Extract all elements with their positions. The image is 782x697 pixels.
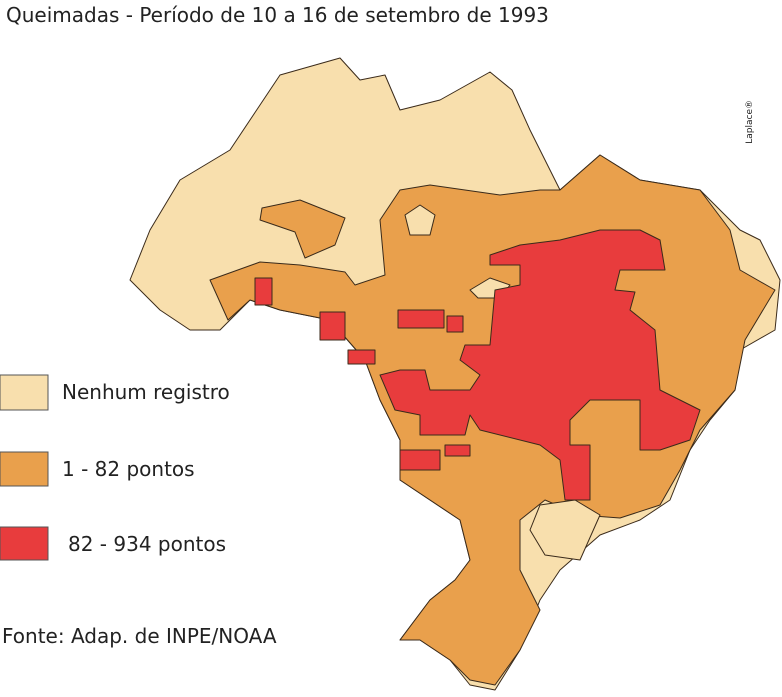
legend-label: Nenhum registro — [62, 380, 230, 404]
map-region-high — [397, 309, 445, 329]
credit: Laplace® — [745, 100, 755, 144]
map — [129, 57, 781, 691]
map-region-high — [399, 449, 441, 471]
legend-swatch — [0, 374, 49, 411]
legend-label: 82 - 934 pontos — [68, 532, 226, 556]
legend: Nenhum registro 1 - 82 pontos 82 - 934 p… — [0, 374, 230, 561]
map-region-high — [347, 349, 376, 365]
legend-label: 1 - 82 pontos — [62, 457, 195, 481]
map-region-high — [319, 311, 346, 341]
map-region-low — [259, 199, 346, 259]
source: Fonte: Adap. de INPE/NOAA — [2, 624, 277, 648]
map-region-high — [379, 229, 701, 501]
map-region-none — [404, 204, 436, 236]
map-region-high — [444, 444, 471, 457]
map-region-high — [446, 315, 464, 333]
legend-swatch — [0, 451, 49, 487]
legend-swatch — [0, 526, 49, 561]
map-region-high — [254, 277, 273, 306]
title: Queimadas - Período de 10 a 16 de setemb… — [6, 3, 549, 27]
